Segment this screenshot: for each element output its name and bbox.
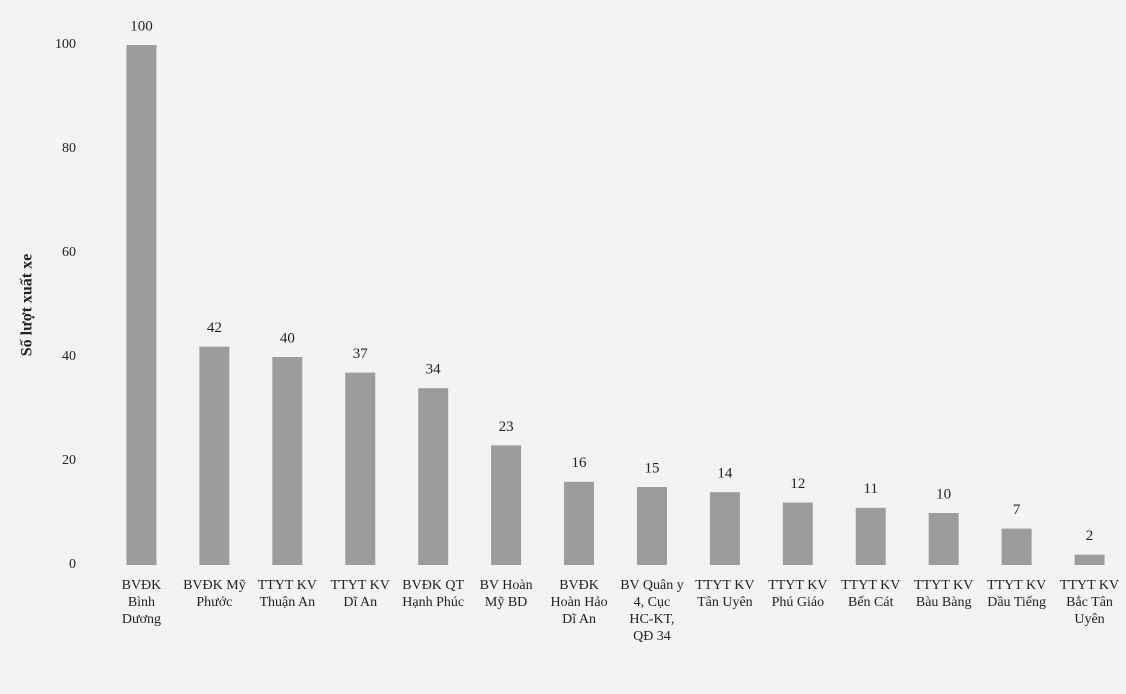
value-label: 100 xyxy=(130,18,153,34)
x-tick-label: BVĐK Hoàn Hảo Dĩ An xyxy=(550,578,608,627)
x-tick-label: TTYT KV Tân Uyên xyxy=(695,578,755,610)
y-tick-label: 100 xyxy=(55,37,76,52)
x-tick-label: TTYT KV Bàu Bàng xyxy=(914,578,974,610)
bar xyxy=(709,492,740,565)
value-label: 23 xyxy=(499,419,514,435)
value-label: 15 xyxy=(644,460,659,476)
bar xyxy=(1074,554,1105,565)
x-tick-label: BV Quân y 4, Cục HC-KT, QĐ 34 xyxy=(620,578,684,644)
bar xyxy=(345,372,376,565)
bar xyxy=(418,388,449,565)
x-tick-label: TTYT KV Bắc Tân Uyên xyxy=(1059,578,1120,627)
y-tick-label: 80 xyxy=(62,141,76,156)
value-label: 2 xyxy=(1086,528,1094,544)
x-tick-label: TTYT KV Dầu Tiếng xyxy=(986,578,1047,610)
bar xyxy=(491,445,522,565)
x-tick-label: BVĐK QT Hạnh Phúc xyxy=(402,578,465,610)
bar xyxy=(199,346,230,565)
value-label: 10 xyxy=(936,486,951,502)
x-tick-label: TTYT KV Dĩ An xyxy=(330,578,390,610)
value-label: 34 xyxy=(426,362,442,378)
y-axis-label: Số lượt xuất xe xyxy=(19,254,36,356)
bar xyxy=(1001,528,1032,565)
x-tick-label: BV Hoàn Mỹ BD xyxy=(479,578,533,610)
y-tick-label: 60 xyxy=(62,245,76,260)
x-tick-label: TTYT KV Thuận An xyxy=(257,578,317,610)
value-label: 11 xyxy=(864,481,878,497)
bar xyxy=(855,507,886,565)
bar xyxy=(564,481,595,565)
value-label: 16 xyxy=(572,455,588,471)
x-tick-label: TTYT KV Phú Giáo xyxy=(768,578,828,610)
x-tick-label: BVĐK Mỹ Phước xyxy=(183,578,246,610)
bar xyxy=(636,487,667,565)
bar xyxy=(126,45,157,565)
y-tick-label: 0 xyxy=(69,557,76,572)
y-tick-label: 20 xyxy=(62,453,76,468)
bar xyxy=(272,357,303,565)
x-tick-label: TTYT KV Bến Cát xyxy=(841,578,901,610)
y-tick-label: 40 xyxy=(62,349,76,364)
value-label: 14 xyxy=(717,466,733,482)
value-label: 12 xyxy=(790,476,805,492)
value-label: 42 xyxy=(207,320,222,336)
value-label: 37 xyxy=(353,346,369,362)
value-label: 40 xyxy=(280,330,295,346)
value-label: 7 xyxy=(1013,502,1021,518)
bar xyxy=(782,502,813,565)
bar xyxy=(928,513,959,565)
x-tick-label: BVĐK Bình Dương xyxy=(121,578,162,627)
